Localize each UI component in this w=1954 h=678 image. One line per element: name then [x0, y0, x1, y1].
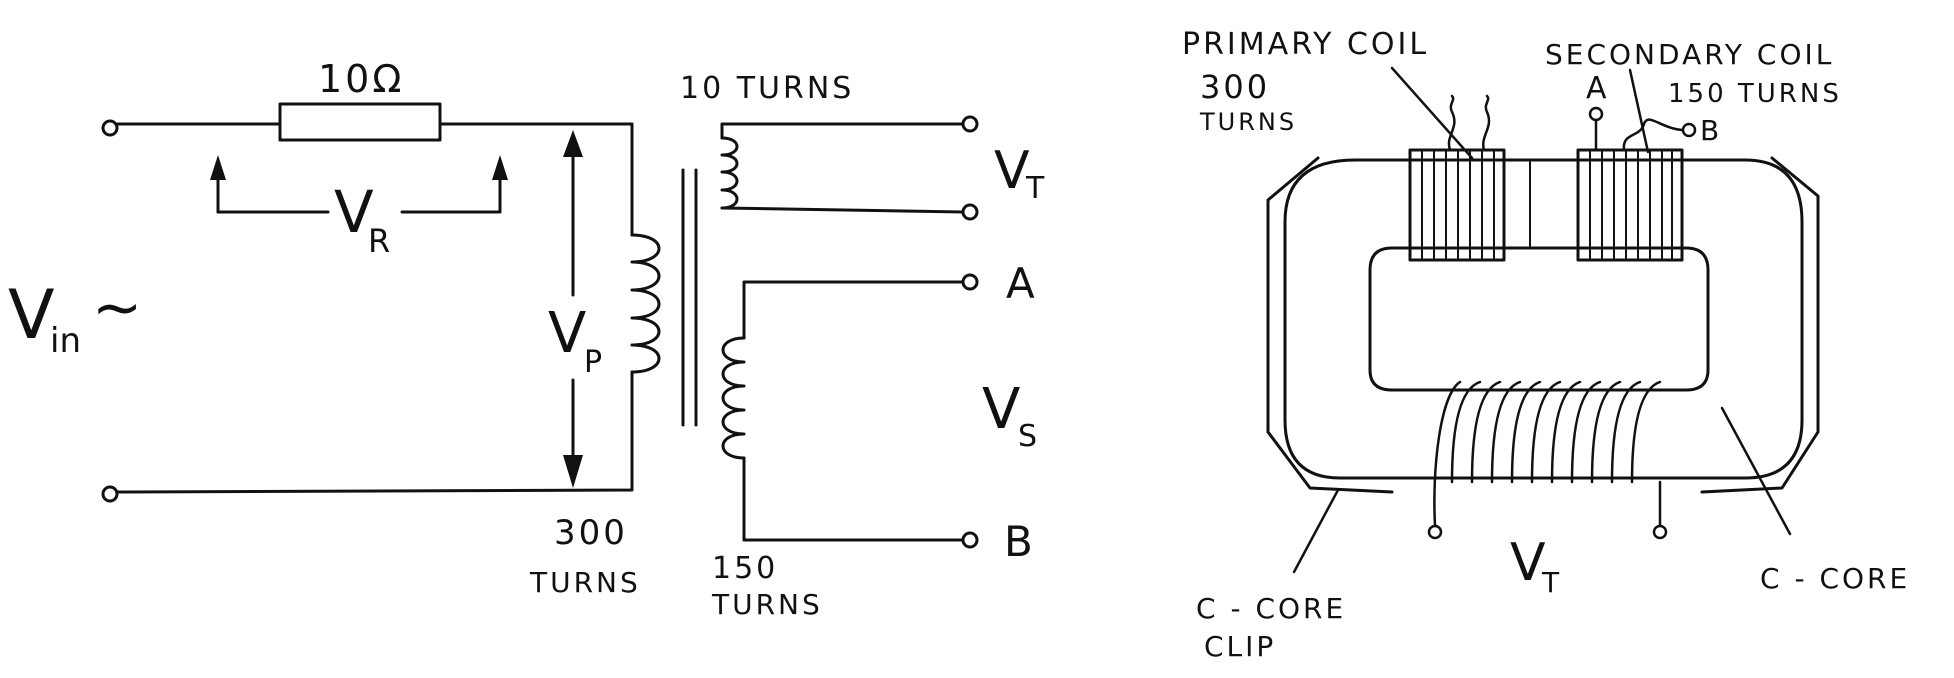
vt-subscript: T [1025, 171, 1045, 206]
primary-turns-number: 300 [554, 513, 628, 553]
core-terminal-b-label: B [1700, 114, 1719, 147]
c-core-window [1368, 246, 1710, 392]
secondary-coil-label: SECONDARY COIL [1545, 38, 1834, 71]
c-core-pointer [1720, 406, 1792, 536]
secondary-coil-windings [1589, 149, 1673, 261]
vt-terminal-left [1427, 524, 1443, 540]
wire-vt-top [720, 122, 965, 140]
secondary-coil-turns: 150 TURNS [1668, 79, 1842, 109]
primary-lead-2 [1482, 94, 1491, 152]
vr-arrow-left-head [210, 155, 226, 180]
vr-bracket-right [400, 173, 502, 214]
vr-arrow-right-head [492, 155, 508, 180]
secondary-coil-block [1576, 148, 1684, 262]
core-vt-label: V [1510, 533, 1546, 593]
vin-label: V [8, 276, 55, 355]
primary-turns-word: TURNS [529, 566, 641, 599]
terminal-a [961, 273, 979, 291]
core-drawing: PRIMARY COIL 300 TURNS SECONDARY COIL 15… [1182, 27, 1910, 663]
clip-pointer [1292, 488, 1340, 574]
primary-coil-turns-number: 300 [1200, 68, 1270, 106]
vr-subscript: R [368, 222, 390, 260]
primary-lead-1 [1447, 94, 1456, 152]
secondary-turns-word: TURNS [711, 588, 823, 621]
top-coil-turns-label: 10 TURNS [680, 71, 854, 106]
vt-winding [1433, 380, 1662, 527]
wire-secondary-bottom [742, 456, 965, 542]
vin-subscript: in [50, 321, 81, 361]
vt-terminal-top [961, 115, 979, 133]
resistor [278, 102, 442, 142]
vp-label: V [548, 301, 586, 366]
c-core-clip-label-line1: C - CORE [1196, 592, 1346, 625]
vt-label: V [994, 141, 1030, 201]
terminal-b [961, 531, 979, 549]
secondary-terminal-a [1588, 106, 1604, 122]
primary-coil-symbol [630, 233, 661, 374]
c-core-clip-label-line2: CLIP [1204, 630, 1276, 663]
terminal-a-label: A [1006, 259, 1035, 308]
primary-coil-turns-word: TURNS [1199, 108, 1297, 136]
input-terminal-top [101, 119, 119, 137]
c-core-outer [1283, 158, 1804, 480]
circuit-diagram: 10Ω 10 TURNS V T A B V R V in ~ V P V S … [8, 57, 1045, 621]
vs-subscript: S [1018, 419, 1037, 454]
wire-resistor-to-primary [438, 122, 634, 237]
vp-arrow-up-head [563, 130, 583, 157]
wire-primary-to-input-bottom [115, 370, 634, 494]
wire-vt-bottom [720, 206, 965, 214]
vp-subscript: P [584, 345, 602, 380]
wire-secondary-top [742, 280, 965, 340]
resistor-label: 10Ω [318, 57, 404, 101]
secondary-turns-number: 150 [712, 551, 778, 586]
vt-terminal-bottom [961, 203, 979, 221]
vt-terminal-right [1652, 524, 1668, 540]
primary-coil-windings [1421, 149, 1495, 261]
secondary-coil-pointer [1628, 68, 1650, 154]
secondary-lead-b [1622, 118, 1684, 152]
vr-label: V [334, 178, 374, 246]
core-vt-subscript: T [1541, 566, 1560, 599]
vs-label: V [982, 377, 1020, 442]
c-core-clip-right [1700, 156, 1820, 494]
vt-coil-symbol [720, 136, 739, 210]
terminal-b-label: B [1004, 517, 1033, 566]
vin-ac-symbol: ~ [92, 273, 142, 343]
secondary-terminal-b [1681, 122, 1697, 138]
c-core-label: C - CORE [1760, 562, 1910, 595]
secondary-coil-symbol [721, 336, 746, 460]
primary-coil-label: PRIMARY COIL [1182, 27, 1429, 62]
core-terminal-a-label: A [1586, 71, 1607, 106]
input-terminal-bottom [101, 485, 119, 503]
primary-coil-pointer [1390, 66, 1474, 160]
vp-arrow-down-head [563, 455, 583, 488]
